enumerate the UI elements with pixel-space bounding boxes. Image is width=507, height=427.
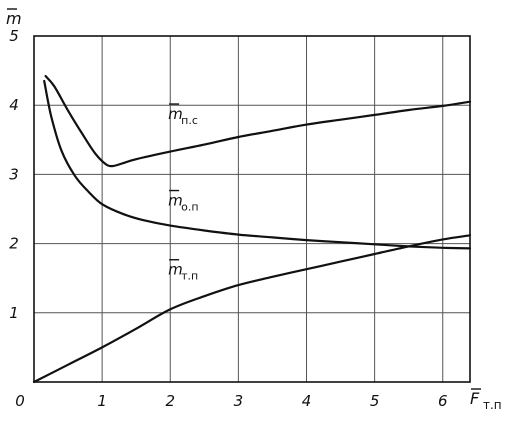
x-tick-label-0: 0 [15,392,25,410]
series-line-3 [32,234,472,384]
x-tick-label-6: 6 [438,392,448,410]
x-tick-label-5: 5 [370,392,380,410]
x-axis-label-text: F [470,389,480,408]
x-axis-label-subscript: т.п [483,398,502,412]
series-label-3-subscript: т.п [181,270,198,283]
y-axis-label-text: m [6,9,22,28]
series-label-1: mп.с [168,103,198,127]
y-tick-label-1: 1 [9,304,19,322]
curve-layer [32,75,472,384]
series-label-3: mт.п [168,259,198,283]
y-tick-label-5: 5 [9,27,19,45]
x-tick-label-2: 2 [165,392,175,410]
plot-frame [33,35,471,383]
y-tick-label-2: 2 [9,235,19,253]
grid-layer [34,36,470,382]
y-axis-label: m [6,8,22,28]
series-label-2: mо.п [168,189,199,214]
series-label-2-text: m [168,192,183,210]
x-tick-label-3: 3 [234,392,244,410]
tick-label-layer: 0 1 2 3 4 5 6 1 2 3 4 5 [9,27,447,410]
series-line-2 [43,79,472,250]
label-layer: mп.сmо.пmт.пmF т.п [6,8,502,412]
series-label-1-subscript: п.с [181,114,198,127]
y-tick-label-3: 3 [9,165,19,183]
y-tick-label-4: 4 [9,96,19,114]
series-label-3-text: m [168,261,183,279]
x-tick-label-4: 4 [302,392,312,410]
series-label-1-text: m [168,105,183,123]
x-tick-label-1: 1 [97,392,107,410]
series-line-1 [44,75,472,168]
series-label-2-subscript: о.п [181,201,198,214]
